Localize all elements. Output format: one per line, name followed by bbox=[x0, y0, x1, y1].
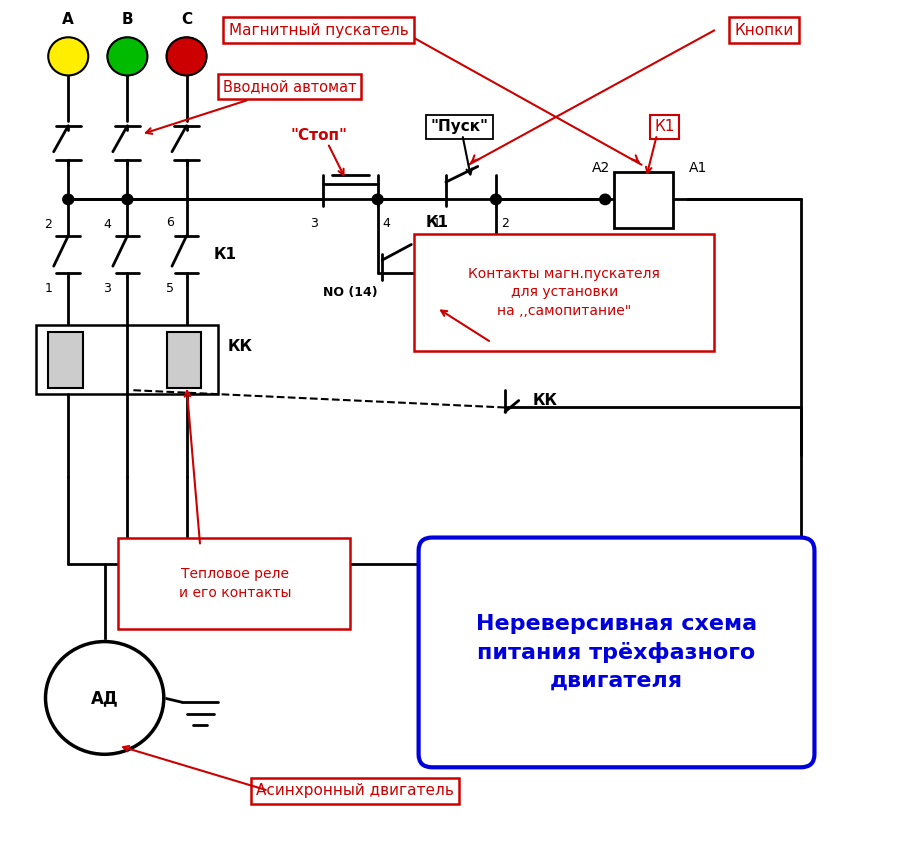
Text: C: C bbox=[181, 12, 192, 27]
Text: Асинхронный двигатель: Асинхронный двигатель bbox=[256, 783, 454, 799]
Text: Тепловое реле
и его контакты: Тепловое реле и его контакты bbox=[178, 567, 291, 600]
FancyBboxPatch shape bbox=[118, 538, 350, 629]
Text: B: B bbox=[122, 12, 133, 27]
FancyBboxPatch shape bbox=[414, 234, 714, 351]
Text: A1: A1 bbox=[689, 161, 707, 175]
Text: К1: К1 bbox=[654, 120, 674, 134]
Circle shape bbox=[600, 194, 611, 205]
Bar bbox=[36, 325, 218, 394]
Text: 2: 2 bbox=[45, 218, 52, 231]
Text: 4: 4 bbox=[104, 218, 111, 231]
Text: A2: A2 bbox=[592, 161, 610, 175]
Text: A: A bbox=[63, 12, 74, 27]
Text: Кнопки: Кнопки bbox=[734, 23, 794, 38]
Text: КК: КК bbox=[228, 339, 252, 355]
Text: Магнитный пускатель: Магнитный пускатель bbox=[228, 23, 409, 38]
Text: 3: 3 bbox=[310, 217, 318, 230]
FancyBboxPatch shape bbox=[419, 538, 814, 767]
Text: 1: 1 bbox=[433, 217, 440, 230]
Text: К1: К1 bbox=[425, 215, 449, 230]
Text: Контакты магн.пускателя
для установки
на ,,самопитание": Контакты магн.пускателя для установки на… bbox=[469, 267, 660, 317]
Text: 2: 2 bbox=[501, 217, 509, 230]
Bar bbox=[48, 332, 83, 388]
Circle shape bbox=[167, 37, 207, 75]
Text: "Стоп": "Стоп" bbox=[290, 128, 347, 143]
Text: 1: 1 bbox=[45, 282, 52, 295]
Circle shape bbox=[63, 194, 74, 205]
Text: 5: 5 bbox=[167, 282, 174, 295]
Text: NO (14): NO (14) bbox=[323, 286, 378, 299]
Text: АД: АД bbox=[91, 689, 118, 707]
Circle shape bbox=[372, 194, 383, 205]
Text: 6: 6 bbox=[167, 216, 174, 229]
Text: К1: К1 bbox=[214, 247, 237, 262]
Circle shape bbox=[48, 37, 88, 75]
Text: NO (13): NO (13) bbox=[496, 286, 551, 299]
Text: Нереверсивная схема
питания трёхфазного
двигателя: Нереверсивная схема питания трёхфазного … bbox=[476, 614, 757, 691]
Text: Вводной автомат: Вводной автомат bbox=[146, 79, 357, 134]
Circle shape bbox=[107, 37, 147, 75]
Bar bbox=[614, 172, 673, 228]
Text: "Пуск": "Пуск" bbox=[430, 120, 489, 134]
Text: 4: 4 bbox=[383, 217, 390, 230]
Text: 3: 3 bbox=[104, 282, 111, 295]
Bar bbox=[167, 332, 201, 388]
Text: КК: КК bbox=[532, 393, 557, 408]
Circle shape bbox=[46, 642, 164, 754]
Circle shape bbox=[122, 194, 133, 205]
Circle shape bbox=[490, 194, 501, 205]
